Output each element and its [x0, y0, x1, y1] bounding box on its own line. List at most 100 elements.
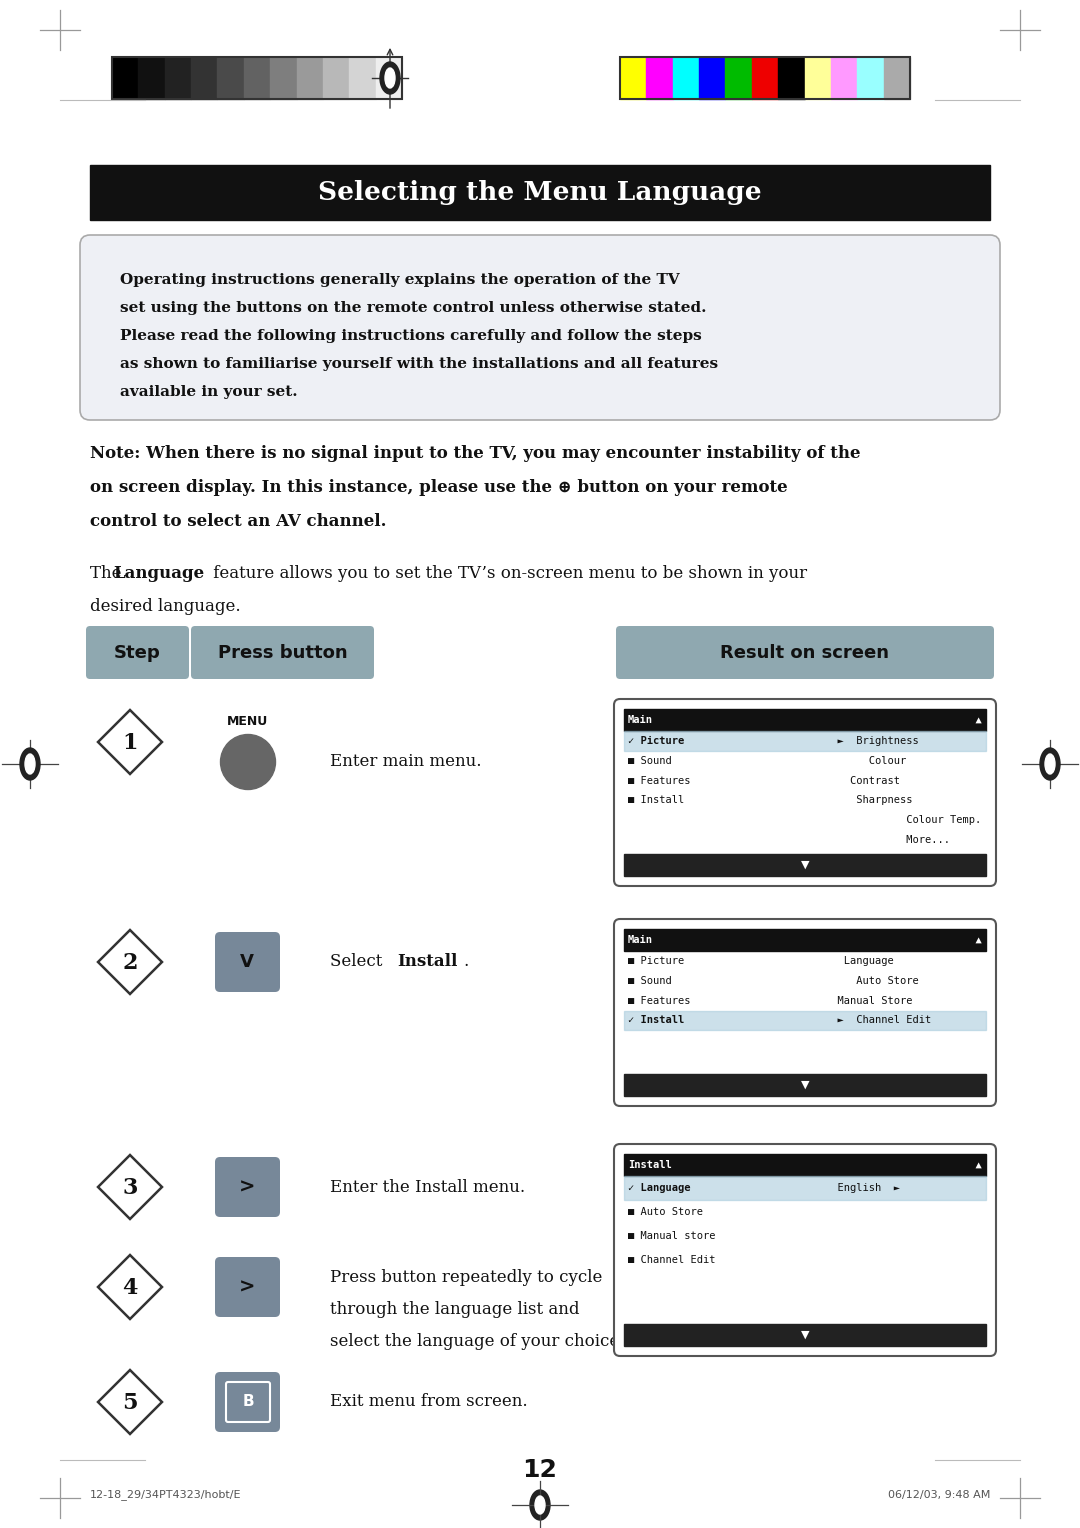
Bar	[217, 57, 244, 99]
Ellipse shape	[1045, 753, 1055, 775]
Bar	[726, 57, 752, 99]
Text: Contrast: Contrast	[825, 776, 900, 785]
Text: Step: Step	[114, 643, 161, 662]
Ellipse shape	[380, 63, 400, 95]
Text: ■ Install: ■ Install	[627, 796, 685, 805]
Bar	[349, 57, 376, 99]
Bar	[883, 57, 910, 99]
Bar	[831, 57, 858, 99]
Text: available in your set.: available in your set.	[120, 385, 298, 399]
FancyBboxPatch shape	[215, 1258, 280, 1317]
Text: desired language.: desired language.	[90, 597, 241, 614]
Text: Enter main menu.: Enter main menu.	[330, 753, 482, 770]
Ellipse shape	[220, 735, 275, 790]
Text: select the language of your choice.: select the language of your choice.	[330, 1332, 624, 1351]
FancyBboxPatch shape	[215, 1157, 280, 1216]
Text: ■ Sound: ■ Sound	[627, 756, 672, 766]
Text: Sharpness: Sharpness	[825, 796, 913, 805]
Text: ▼: ▼	[800, 1329, 809, 1340]
Bar	[376, 57, 402, 99]
Text: 4: 4	[122, 1277, 137, 1299]
Ellipse shape	[384, 69, 395, 89]
Text: ►  Brightness: ► Brightness	[825, 736, 919, 746]
Text: The: The	[90, 565, 126, 582]
Ellipse shape	[535, 1496, 545, 1514]
Text: B: B	[242, 1395, 254, 1409]
Bar	[624, 1323, 986, 1346]
Text: >: >	[239, 1277, 255, 1296]
FancyBboxPatch shape	[615, 918, 996, 1106]
Text: Manual Store: Manual Store	[825, 996, 913, 1005]
Text: set using the buttons on the remote control unless otherwise stated.: set using the buttons on the remote cont…	[120, 301, 706, 315]
Bar	[646, 57, 673, 99]
Text: ■ Channel Edit: ■ Channel Edit	[627, 1254, 715, 1265]
Bar	[624, 929, 986, 950]
Bar	[112, 57, 402, 99]
Bar	[752, 57, 779, 99]
Text: feature allows you to set the TV’s on-screen menu to be shown in your: feature allows you to set the TV’s on-sc…	[208, 565, 807, 582]
Text: on screen display. In this instance, please use the ⊕ button on your remote: on screen display. In this instance, ple…	[90, 478, 787, 497]
Bar	[191, 57, 217, 99]
FancyBboxPatch shape	[215, 932, 280, 992]
Polygon shape	[98, 1155, 162, 1219]
Text: 3: 3	[122, 1177, 137, 1199]
Bar	[624, 1177, 986, 1199]
Text: Select: Select	[330, 953, 388, 970]
Text: English  ►: English ►	[825, 1183, 900, 1193]
Bar	[624, 1010, 986, 1030]
Ellipse shape	[21, 749, 40, 779]
Bar	[620, 57, 910, 99]
Text: ■ Manual store: ■ Manual store	[627, 1232, 715, 1241]
Text: as shown to familiarise yourself with the installations and all features: as shown to familiarise yourself with th…	[120, 358, 718, 371]
FancyBboxPatch shape	[86, 626, 189, 678]
Text: ▼: ▼	[800, 860, 809, 869]
Text: Language: Language	[825, 957, 894, 966]
Ellipse shape	[530, 1490, 550, 1520]
Text: control to select an AV channel.: control to select an AV channel.	[90, 513, 387, 530]
Text: Language: Language	[113, 565, 204, 582]
Polygon shape	[98, 1371, 162, 1433]
Text: Result on screen: Result on screen	[720, 643, 890, 662]
Text: 5: 5	[122, 1392, 138, 1413]
Text: Install: Install	[397, 953, 457, 970]
Text: ▲: ▲	[963, 1160, 982, 1170]
Bar	[624, 730, 986, 750]
Text: More...: More...	[825, 836, 950, 845]
Text: Auto Store: Auto Store	[825, 976, 919, 986]
Text: ▼: ▼	[800, 1080, 809, 1089]
Ellipse shape	[1040, 749, 1059, 779]
Text: ■ Sound: ■ Sound	[627, 976, 672, 986]
Bar	[90, 165, 990, 220]
FancyBboxPatch shape	[615, 698, 996, 886]
Ellipse shape	[25, 753, 35, 775]
Bar	[624, 1154, 986, 1177]
Text: Colour Temp.: Colour Temp.	[825, 816, 982, 825]
Text: Enter the Install menu.: Enter the Install menu.	[330, 1178, 525, 1195]
FancyBboxPatch shape	[80, 235, 1000, 420]
Text: Install: Install	[627, 1160, 672, 1170]
Text: V: V	[240, 953, 254, 970]
Text: MENU: MENU	[228, 715, 269, 727]
Bar	[805, 57, 831, 99]
Bar	[699, 57, 726, 99]
Text: Operating instructions generally explains the operation of the TV: Operating instructions generally explain…	[120, 274, 679, 287]
Text: >: >	[239, 1178, 255, 1196]
Bar	[112, 57, 138, 99]
Bar	[620, 57, 646, 99]
Polygon shape	[98, 711, 162, 775]
Bar	[297, 57, 323, 99]
Text: ▲: ▲	[963, 935, 982, 944]
Text: .: .	[463, 953, 469, 970]
Bar	[323, 57, 349, 99]
Text: 1: 1	[122, 732, 138, 753]
Polygon shape	[98, 1254, 162, 1319]
Text: ►  Channel Edit: ► Channel Edit	[825, 1016, 931, 1025]
Text: Press button: Press button	[218, 643, 348, 662]
Text: through the language list and: through the language list and	[330, 1300, 580, 1319]
Text: Note: When there is no signal input to the TV, you may encounter instability of : Note: When there is no signal input to t…	[90, 445, 861, 461]
Text: Press button repeatedly to cycle: Press button repeatedly to cycle	[330, 1268, 603, 1287]
Text: ✓ Install: ✓ Install	[627, 1016, 685, 1025]
Text: ■ Features: ■ Features	[627, 996, 690, 1005]
Bar	[624, 854, 986, 876]
Text: Exit menu from screen.: Exit menu from screen.	[330, 1394, 528, 1410]
